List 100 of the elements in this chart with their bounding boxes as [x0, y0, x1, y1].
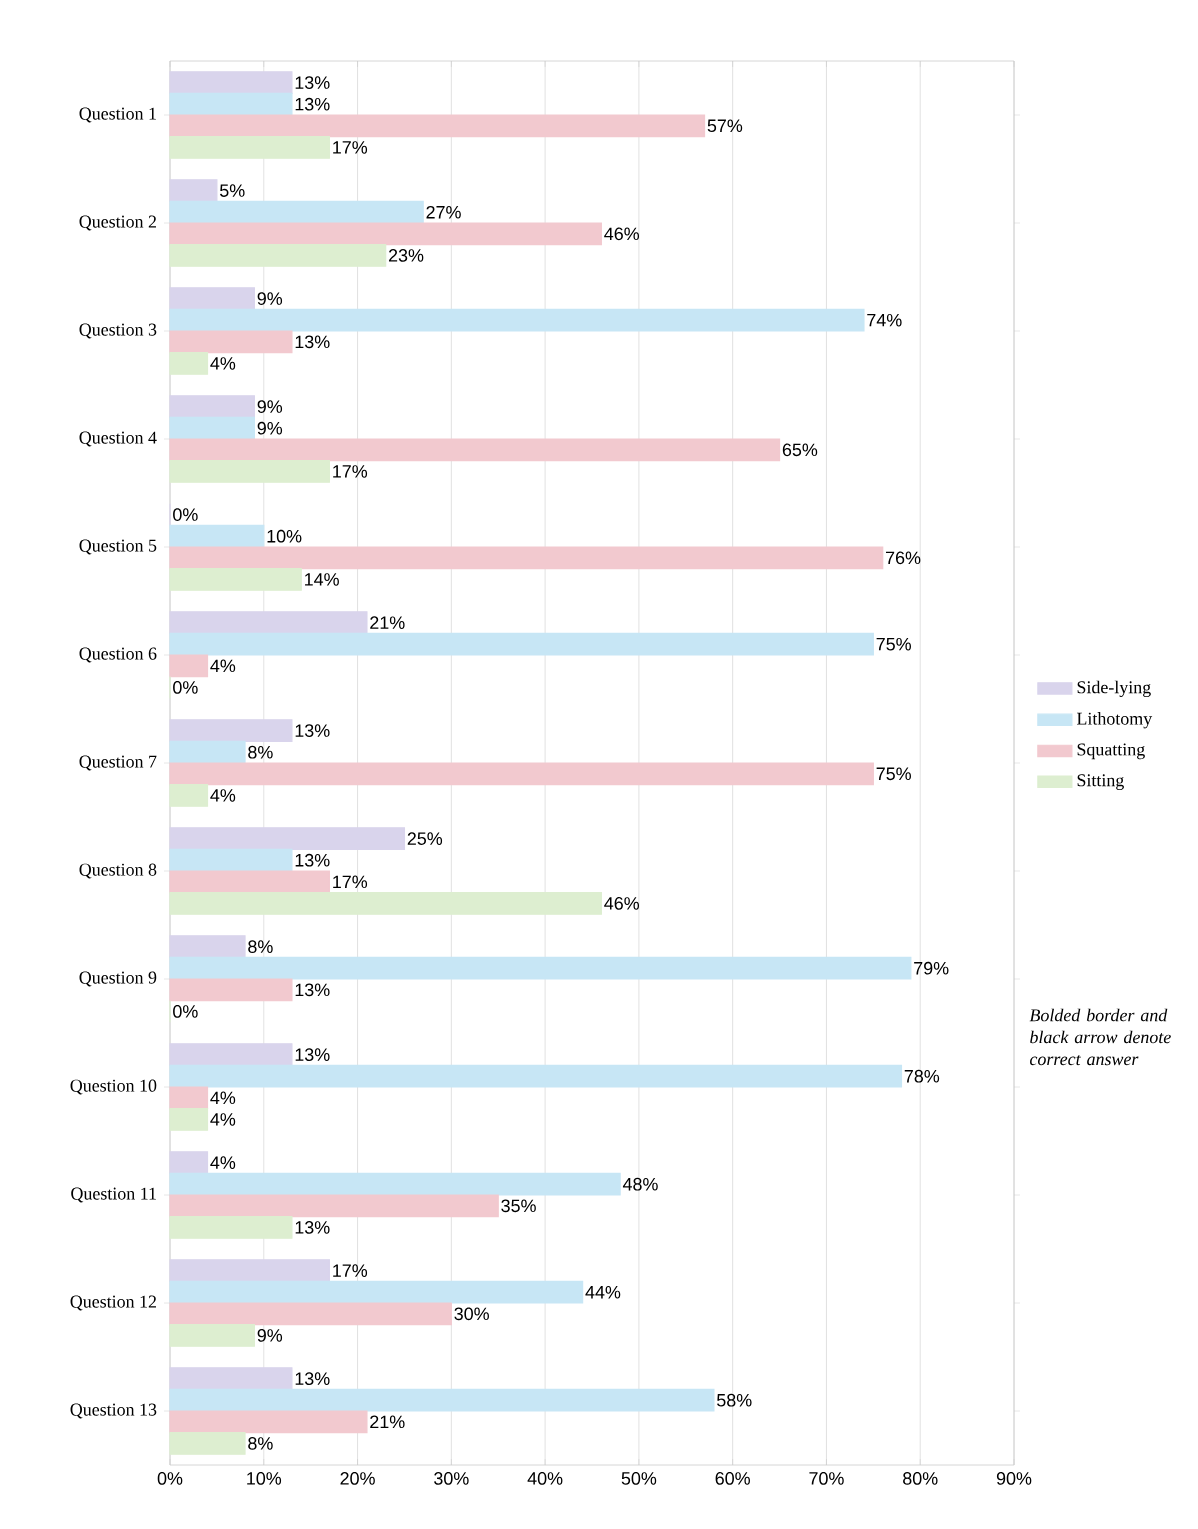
- bar: [169, 1064, 903, 1088]
- bar: [169, 632, 874, 656]
- y-tick-label: Question 1: [79, 107, 156, 123]
- data-label: 30%: [454, 1307, 489, 1321]
- bar: [169, 222, 602, 246]
- bar: [169, 114, 706, 138]
- legend-label: Lithotomy: [1076, 712, 1153, 729]
- data-label: 46%: [604, 897, 640, 910]
- bar: [169, 352, 209, 375]
- y-tick-label: Question 4: [79, 431, 157, 447]
- bar: [169, 956, 912, 980]
- bar: [169, 136, 331, 159]
- data-label: 4%: [210, 1156, 236, 1169]
- text: Bolded border and black arrow denote correct answer: [1029, 1008, 1171, 1066]
- bar: [169, 870, 331, 894]
- data-label: 13%: [295, 97, 330, 111]
- x-tick-label: 50%: [621, 1472, 657, 1485]
- bar: [169, 546, 884, 570]
- bar: [169, 1194, 499, 1218]
- data-label: 13%: [295, 724, 330, 737]
- data-label: 23%: [388, 249, 424, 262]
- bar: [169, 1388, 715, 1412]
- data-label: 17%: [333, 465, 368, 478]
- y-tick-label: Question 2: [79, 215, 156, 231]
- data-label: 44%: [585, 1285, 621, 1299]
- data-label: 13%: [295, 1221, 330, 1234]
- y-tick-label: Question 6: [79, 647, 157, 663]
- bar: [169, 330, 293, 354]
- data-label: 13%: [295, 983, 330, 997]
- x-tick-label: 70%: [809, 1472, 844, 1485]
- bar: [169, 719, 293, 743]
- data-label: 58%: [717, 1393, 752, 1407]
- data-label: 13%: [295, 1048, 330, 1061]
- bar: [169, 460, 331, 483]
- bar: [169, 1259, 331, 1283]
- data-label: 8%: [248, 745, 273, 759]
- data-label: 17%: [333, 875, 368, 889]
- data-label: 21%: [370, 1415, 405, 1429]
- bar: [169, 1151, 209, 1175]
- data-label: 65%: [782, 443, 818, 457]
- legend-label: Sitting: [1077, 774, 1124, 791]
- y-tick-label: Question 12: [70, 1295, 156, 1311]
- data-label: 79%: [914, 961, 949, 975]
- data-label: 4%: [210, 659, 236, 673]
- y-tick-label: Question 8: [79, 863, 157, 879]
- bar: [169, 1216, 293, 1239]
- bar: [169, 1086, 209, 1110]
- data-label: 9%: [257, 421, 283, 435]
- bar: [169, 1172, 621, 1196]
- bar: [169, 438, 781, 462]
- data-label: 78%: [904, 1069, 940, 1083]
- bar: [169, 287, 255, 311]
- data-label: 13%: [295, 853, 330, 867]
- x-tick-label: 90%: [996, 1472, 1032, 1485]
- x-tick-label: 20%: [340, 1472, 375, 1485]
- bar: [169, 71, 293, 94]
- bar: [169, 848, 293, 872]
- bar: [169, 827, 406, 851]
- data-label: 75%: [876, 637, 911, 651]
- data-label: 21%: [370, 616, 405, 629]
- bar: [169, 1043, 293, 1067]
- data-label: 9%: [257, 292, 283, 305]
- bar: [169, 762, 874, 786]
- data-label: 74%: [867, 313, 902, 327]
- data-label: 17%: [333, 141, 368, 154]
- data-label: 8%: [248, 1437, 273, 1450]
- bar: [169, 308, 865, 332]
- y-tick-label: Question 5: [79, 539, 157, 555]
- y-tick-label: Question 13: [70, 1403, 157, 1419]
- data-label: 8%: [248, 940, 273, 953]
- data-label: 13%: [295, 1372, 330, 1385]
- data-label: 13%: [295, 76, 330, 89]
- y-tick-label: Question 3: [79, 323, 157, 339]
- data-label: 0%: [173, 1005, 198, 1018]
- bar: [169, 1432, 246, 1455]
- bar: [169, 1302, 452, 1326]
- data-label: 46%: [604, 227, 640, 241]
- bar: [169, 1280, 584, 1304]
- data-label: 0%: [173, 508, 198, 521]
- bar: [169, 395, 255, 419]
- data-label: 27%: [426, 205, 461, 219]
- bar: [169, 978, 293, 1002]
- data-label: 9%: [257, 1329, 283, 1342]
- y-tick-label: Question 7: [79, 755, 157, 771]
- data-label: 25%: [407, 832, 443, 845]
- data-label: 0%: [173, 681, 198, 694]
- data-label: 4%: [210, 789, 236, 802]
- bar: [169, 1324, 255, 1347]
- bar: [169, 740, 246, 764]
- data-label: 35%: [501, 1199, 536, 1213]
- bar: [169, 1410, 368, 1434]
- data-label: 48%: [622, 1177, 658, 1191]
- x-tick-label: 40%: [527, 1472, 563, 1485]
- bar: [169, 892, 602, 915]
- bar: [169, 935, 246, 959]
- data-label: 13%: [295, 335, 330, 349]
- legend-label: Side-lying: [1077, 680, 1151, 698]
- bar: [169, 654, 209, 678]
- x-tick-label: 0%: [157, 1472, 183, 1485]
- x-tick-label: 60%: [715, 1472, 750, 1485]
